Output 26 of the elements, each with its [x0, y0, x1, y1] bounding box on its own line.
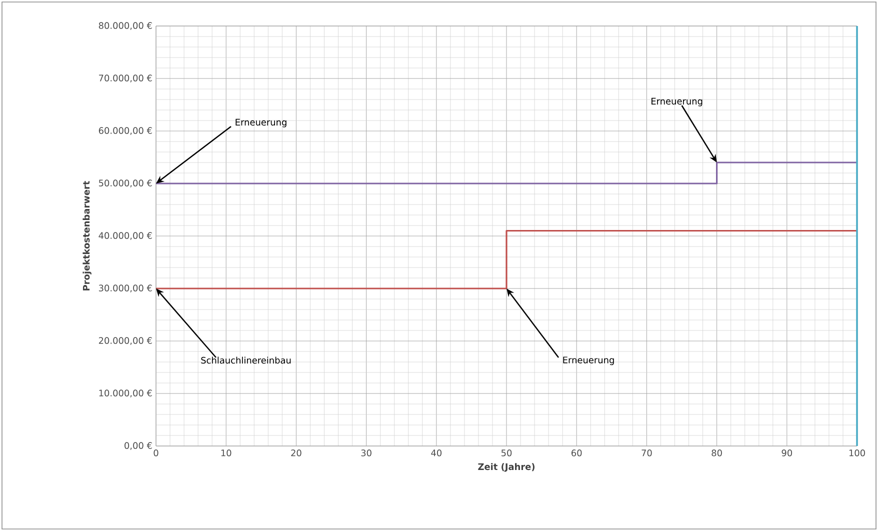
- y-tick-label: 60.000,00 €: [98, 127, 152, 135]
- x-axis-title: Zeit (Jahre): [478, 463, 534, 472]
- x-tick-label: 90: [782, 450, 792, 456]
- annotation: Erneuerung: [563, 356, 614, 366]
- y-tick-label: 50.000,00 €: [98, 180, 152, 188]
- x-tick-label: 70: [642, 450, 652, 456]
- x-tick-label: 20: [291, 450, 302, 456]
- y-axis-title: Projektkostenbarwert: [82, 180, 92, 290]
- x-tick-label: 100: [849, 450, 865, 456]
- y-tick-label: 70.000,00 €: [99, 74, 152, 82]
- y-tick-label: 30.000,00 €: [98, 284, 152, 292]
- x-tick-label: 40: [431, 450, 442, 456]
- y-tick-label: 20.000,00 €: [98, 337, 152, 345]
- x-tick-label: 60: [572, 450, 582, 456]
- x-tick-label: 80: [712, 450, 722, 456]
- x-tick-label: 50: [501, 450, 512, 456]
- y-tick-label: 10.000,00 €: [99, 390, 152, 398]
- x-tick-label: 10: [221, 450, 232, 456]
- x-tick-label: 0: [154, 450, 158, 456]
- annotation: Schlauchlinereinbau: [201, 356, 291, 364]
- y-tick-label: 40.000,00 €: [98, 232, 152, 240]
- annotation: Erneuerung: [236, 118, 286, 128]
- y-tick-label: 0,00 €: [124, 442, 152, 450]
- y-tick-label: 80.000,00 €: [98, 22, 152, 30]
- annotation: Erneuerung: [652, 98, 702, 106]
- x-tick-label: 30: [361, 450, 372, 456]
